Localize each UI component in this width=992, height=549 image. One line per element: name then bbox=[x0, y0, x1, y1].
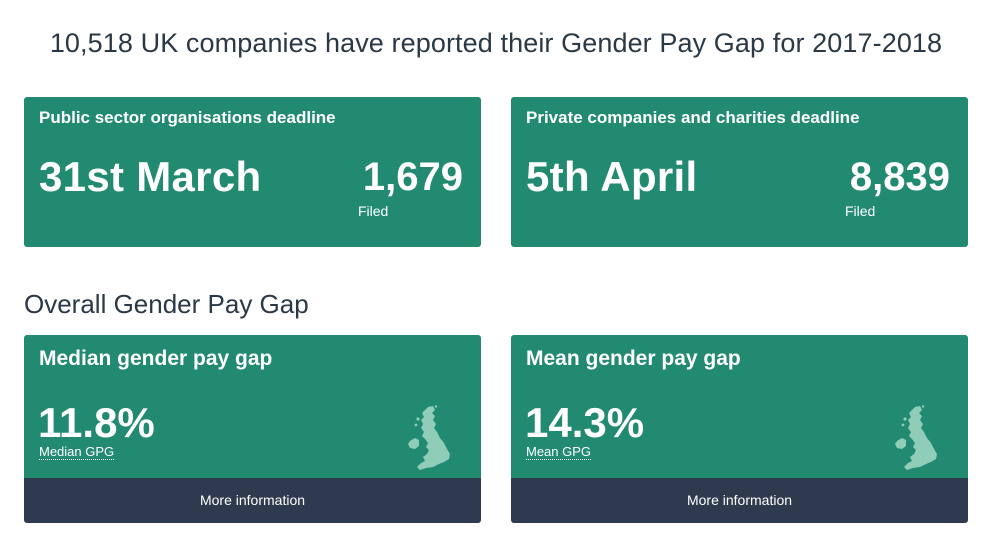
mean-gap-panel: Mean gender pay gap 14.3% Mean GPG bbox=[511, 335, 968, 478]
filed-count: 1,679 bbox=[363, 155, 463, 200]
gap-value: 11.8% bbox=[38, 399, 155, 446]
deadline-date: 5th April bbox=[526, 153, 698, 200]
uk-map-icon bbox=[895, 405, 937, 470]
deadline-title: Private companies and charities deadline bbox=[526, 108, 860, 127]
page-title: 10,518 UK companies have reported their … bbox=[49, 28, 943, 58]
more-information-button[interactable]: More information bbox=[511, 478, 968, 523]
gap-title: Mean gender pay gap bbox=[526, 347, 741, 370]
gap-title: Median gender pay gap bbox=[39, 347, 273, 370]
section-heading: Overall Gender Pay Gap bbox=[24, 289, 309, 319]
deadline-title: Public sector organisations deadline bbox=[39, 108, 336, 127]
median-gap-card: Median gender pay gap 11.8% Median GPG M… bbox=[24, 335, 481, 523]
filed-label: Filed bbox=[845, 203, 876, 219]
gap-abbreviation[interactable]: Mean GPG bbox=[526, 444, 592, 460]
gap-value: 14.3% bbox=[525, 399, 645, 446]
filed-count-value: 8,839 bbox=[849, 155, 950, 199]
deadline-date: 31st March bbox=[39, 153, 262, 200]
filed-label: Filed bbox=[358, 203, 389, 219]
gap-abbreviation[interactable]: Median GPG bbox=[39, 444, 115, 460]
median-gap-panel: Median gender pay gap 11.8% Median GPG bbox=[24, 335, 481, 478]
uk-map-icon bbox=[408, 405, 450, 470]
more-information-button[interactable]: More information bbox=[24, 478, 481, 523]
filed-count: 8,839 bbox=[850, 155, 950, 200]
mean-gap-card: Mean gender pay gap 14.3% Mean GPG More … bbox=[511, 335, 968, 523]
public-sector-deadline-card: Public sector organisations deadline 31s… bbox=[24, 97, 481, 247]
private-companies-deadline-card: Private companies and charities deadline… bbox=[511, 97, 968, 247]
filed-count-value: 1,679 bbox=[362, 155, 463, 199]
